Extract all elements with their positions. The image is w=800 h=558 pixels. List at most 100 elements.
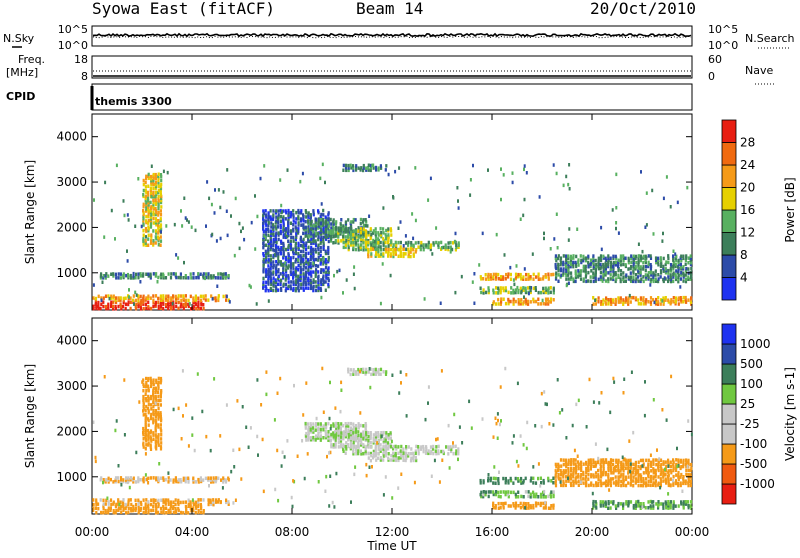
- echo-cell: [520, 298, 523, 302]
- echo-cell: [370, 372, 373, 377]
- echo-cell: [284, 209, 287, 213]
- echo-cell: [344, 428, 347, 432]
- echo-cell: [382, 449, 385, 454]
- echo-cell: [302, 257, 305, 262]
- echo-cell: [95, 510, 98, 515]
- echo-cell: [602, 275, 605, 279]
- echo-cell: [569, 460, 572, 464]
- echo-cell: [160, 298, 163, 302]
- echo-cell: [410, 447, 413, 451]
- echo-cell: [307, 280, 310, 285]
- echo-cell: [192, 296, 195, 300]
- echo-cell: [450, 447, 453, 452]
- echo-cell: [359, 443, 363, 447]
- echo-cell: [142, 204, 145, 209]
- echo-cell: [409, 250, 412, 254]
- echo-cell: [274, 487, 277, 492]
- echo-cell: [627, 500, 630, 504]
- echo-cell: [362, 241, 365, 245]
- echo-cell: [447, 447, 450, 451]
- echo-cell: [187, 304, 190, 309]
- echo-cell: [682, 254, 685, 258]
- echo-cell: [461, 441, 464, 445]
- echo-cell: [182, 298, 185, 302]
- echo-cell: [607, 277, 610, 281]
- echo-cell: [275, 240, 278, 245]
- echo-cell: [552, 286, 555, 291]
- echo-cell: [609, 460, 613, 465]
- echo-cell: [270, 278, 273, 283]
- echo-cell: [385, 228, 388, 233]
- echo-cell: [119, 302, 122, 306]
- echo-cell: [365, 370, 368, 374]
- echo-cell: [145, 176, 148, 181]
- echo-cell: [547, 286, 550, 290]
- echo-cell: [575, 264, 578, 269]
- echo-cell: [345, 278, 348, 282]
- echo-cell: [227, 476, 230, 480]
- echo-cell: [625, 502, 628, 506]
- echo-cell: [102, 507, 105, 511]
- echo-cell: [302, 213, 305, 217]
- echo-cell: [657, 506, 660, 510]
- echo-cell: [607, 466, 610, 471]
- echo-cell: [629, 275, 633, 279]
- echo-cell: [147, 435, 150, 439]
- echo-cell: [325, 276, 328, 280]
- echo-cell: [307, 229, 310, 233]
- nsky-trace: [92, 32, 692, 38]
- echo-cell: [632, 260, 635, 264]
- echo-cell: [144, 508, 148, 513]
- echo-cell: [522, 481, 525, 485]
- echo-cell: [385, 250, 388, 254]
- echo-cell: [570, 458, 573, 462]
- echo-cell: [189, 504, 192, 508]
- echo-cell: [142, 233, 145, 237]
- echo-cell: [297, 256, 300, 260]
- echo-cell: [399, 220, 402, 224]
- echo-cell: [584, 256, 588, 260]
- echo-cell: [404, 234, 407, 238]
- echo-cell: [152, 190, 155, 195]
- echo-cell: [441, 458, 444, 462]
- echo-cell: [429, 247, 432, 252]
- echo-cell: [154, 386, 157, 390]
- echo-cell: [352, 164, 355, 168]
- echo-cell: [630, 473, 633, 477]
- echo-cell: [677, 273, 680, 277]
- echo-cell: [292, 209, 295, 213]
- echo-cell: [669, 267, 672, 271]
- echo-cell: [272, 288, 275, 293]
- echo-cell: [449, 250, 452, 254]
- echo-cell: [660, 262, 663, 267]
- echo-cell: [637, 479, 640, 483]
- echo-cell: [187, 220, 190, 224]
- echo-cell: [482, 494, 485, 499]
- echo-cell: [189, 294, 192, 299]
- time-tick-label: 16:00: [475, 525, 510, 539]
- echo-cell: [374, 431, 377, 435]
- echo-cell: [654, 458, 657, 462]
- echo-cell: [362, 227, 365, 231]
- echo-cell: [607, 262, 610, 267]
- echo-cell: [574, 471, 577, 475]
- echo-cell: [454, 444, 457, 449]
- echo-cell: [150, 182, 153, 187]
- echo-cell: [613, 380, 616, 384]
- echo-cell: [419, 245, 422, 249]
- echo-cell: [674, 273, 677, 277]
- echo-cell: [529, 504, 532, 508]
- echo-cell: [144, 447, 147, 451]
- echo-cell: [597, 468, 600, 473]
- echo-cell: [147, 172, 150, 177]
- echo-cell: [519, 217, 522, 221]
- echo-cell: [432, 447, 435, 451]
- echo-cell: [319, 245, 322, 250]
- echo-cell: [489, 273, 492, 277]
- echo-cell: [637, 298, 640, 302]
- echo-cell: [676, 464, 679, 469]
- echo-cell: [687, 267, 690, 271]
- echo-cell: [612, 273, 615, 277]
- echo-cell: [612, 256, 615, 261]
- echo-cell: [302, 223, 305, 227]
